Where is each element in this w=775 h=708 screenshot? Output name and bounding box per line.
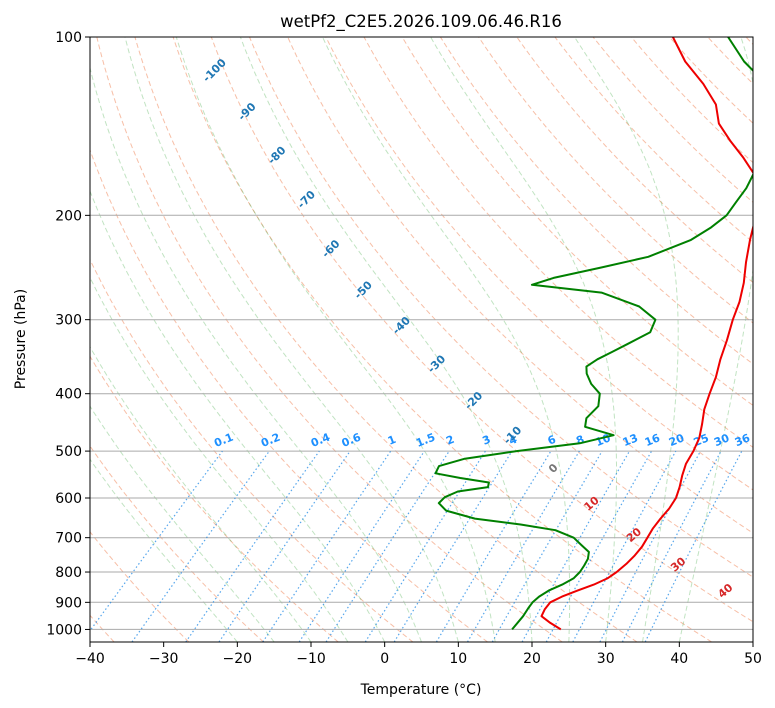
chart-title: wetPf2_C2E5.2026.109.06.46.R16 [280, 12, 562, 32]
mixing-ratio-label: 3 [481, 433, 493, 448]
x-tick-label: 10 [449, 651, 467, 667]
y-tick-label: 900 [55, 595, 82, 611]
x-tick-label: 0 [380, 651, 389, 667]
dry-adiabat [90, 355, 339, 642]
y-tick-label: 700 [55, 531, 82, 547]
mixing-ratio-line [435, 450, 552, 642]
x-tick-label: −20 [223, 651, 253, 667]
sounding-series [434, 37, 753, 631]
mixing-ratio-label: 1 [386, 433, 398, 448]
dry-adiabat [325, 37, 753, 491]
mixing-ratio-label: 13 [621, 431, 640, 449]
dry-adiabat [363, 37, 753, 448]
dry-adiabat [287, 37, 753, 534]
mixing-ratio-line [393, 450, 513, 642]
mixing-ratio-label: 16 [643, 431, 662, 449]
dry-adiabat [96, 37, 563, 642]
y-tick-label: 100 [55, 30, 82, 46]
moist-adiabat [678, 37, 753, 642]
mixing-ratio-line [185, 450, 320, 642]
moist-adiabat [90, 405, 275, 642]
dewpoint-profile-line [434, 37, 753, 631]
moist-adiabat [175, 37, 496, 642]
dry-adiabat [249, 37, 753, 578]
mixing-ratio-label: 30 [712, 431, 731, 449]
mixing-ratio-line [364, 450, 486, 642]
y-axis-label: Pressure (hPa) [13, 289, 29, 389]
dry-adiabat [592, 37, 753, 203]
y-tick-label: 200 [55, 208, 82, 224]
y-tick-label: 600 [55, 491, 82, 507]
mixing-ratio-label: 36 [733, 431, 752, 449]
x-tick-label: −40 [75, 651, 105, 667]
moist-adiabat [124, 37, 459, 642]
dry-adiabat [90, 531, 190, 642]
mixing-ratio-line [90, 450, 223, 632]
mixing-ratio-line [545, 450, 653, 642]
dry-adiabat [516, 37, 753, 284]
mixing-ratio-line [466, 450, 580, 642]
dry-adiabat [478, 37, 753, 324]
moist-adiabat [90, 276, 349, 642]
moist-adiabat [322, 37, 571, 642]
x-tick-label: −30 [149, 651, 179, 667]
y-tick-label: 500 [55, 444, 82, 460]
moist-adiabat [574, 37, 679, 642]
moist-adiabat [90, 458, 238, 642]
x-tick-label: 40 [670, 651, 688, 667]
mixing-ratio-line [491, 450, 603, 642]
dry-adiabat [134, 37, 638, 642]
x-tick-label: 50 [744, 651, 762, 667]
temperature-profile-line [540, 37, 753, 631]
y-tick-label: 1000 [46, 622, 82, 638]
dry-adiabat [172, 37, 712, 642]
x-tick-label: −10 [296, 651, 326, 667]
moist-adiabat [90, 189, 386, 642]
mixing-ratio-line [325, 450, 450, 642]
mixing-ratio-line [131, 450, 270, 642]
dry-adiabat [90, 148, 488, 642]
plot-area-lines [90, 37, 753, 642]
moist-adiabat [90, 65, 422, 642]
mixing-ratio-label: 20 [667, 431, 686, 449]
moist-adiabat [239, 37, 533, 642]
dry-adiabat [90, 258, 414, 642]
dry-adiabat [210, 37, 753, 623]
x-tick-label: 30 [597, 651, 615, 667]
mixing-ratio-line [521, 450, 631, 642]
x-tick-label: 20 [523, 651, 541, 667]
mixing-ratio-label: 8 [574, 433, 586, 448]
x-axis-label: Temperature (°C) [360, 682, 482, 698]
y-tick-label: 300 [55, 313, 82, 329]
mixing-ratio-line [572, 450, 677, 642]
mixing-ratio-line [218, 450, 351, 642]
y-tick-label: 800 [55, 565, 82, 581]
moist-adiabat [430, 37, 617, 642]
mixing-ratio-label: 2 [444, 433, 456, 448]
y-tick-label: 400 [55, 387, 82, 403]
dry-adiabat [401, 37, 753, 406]
moist-adiabat [90, 345, 312, 642]
plot-frame [89, 36, 754, 643]
plot-background [90, 37, 753, 642]
